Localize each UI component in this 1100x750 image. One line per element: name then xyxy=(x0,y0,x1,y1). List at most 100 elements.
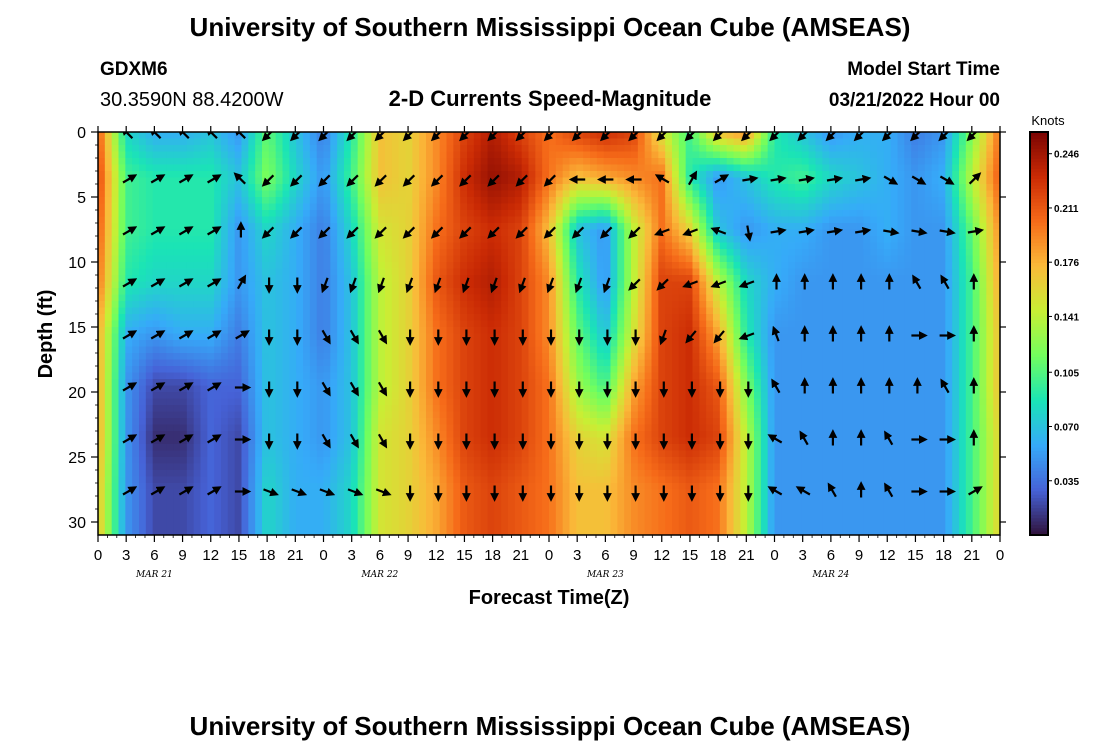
heatmap-cell xyxy=(986,197,994,205)
heatmap-cell xyxy=(801,255,810,263)
heatmap-cell xyxy=(501,249,509,257)
heatmap-cell xyxy=(453,138,461,146)
heatmap-cell xyxy=(207,255,215,263)
heatmap-cell xyxy=(330,346,338,354)
heatmap-cell xyxy=(289,294,297,302)
heatmap-cell xyxy=(795,268,803,276)
heatmap-cell xyxy=(801,223,810,231)
heatmap-cell xyxy=(979,275,987,283)
heatmap-cell xyxy=(494,184,502,192)
heatmap-cell xyxy=(200,294,208,302)
heatmap-cell xyxy=(316,184,325,192)
heatmap-cell xyxy=(945,138,953,146)
heatmap-cell xyxy=(173,301,181,309)
heatmap-cell xyxy=(104,223,113,231)
heatmap-cell xyxy=(924,249,933,257)
heatmap-cell xyxy=(221,210,229,218)
heatmap-cell xyxy=(692,197,700,205)
heatmap-cell xyxy=(904,294,912,302)
heatmap-cell xyxy=(378,262,386,270)
heatmap-cell xyxy=(193,197,202,205)
heatmap-cell xyxy=(986,229,994,237)
heatmap-cell xyxy=(672,177,680,185)
heatmap-cell xyxy=(610,229,618,237)
heatmap-cell xyxy=(125,236,133,244)
heatmap-cell xyxy=(234,255,243,263)
heatmap-cell xyxy=(795,184,803,192)
heatmap-cell xyxy=(733,242,741,250)
heatmap-cell xyxy=(166,171,174,179)
heatmap-cell xyxy=(897,333,905,341)
heatmap-cell xyxy=(945,353,953,361)
heatmap-cell xyxy=(419,275,427,283)
heatmap-cell xyxy=(364,151,372,159)
heatmap-cell xyxy=(795,223,803,231)
heatmap-cell xyxy=(426,346,434,354)
heatmap-cell xyxy=(924,340,933,348)
heatmap-cell xyxy=(221,223,229,231)
heatmap-cell xyxy=(494,151,502,159)
heatmap-cell xyxy=(665,151,673,159)
heatmap-cell xyxy=(938,249,946,257)
heatmap-cell xyxy=(829,359,837,367)
heatmap-cell xyxy=(214,294,222,302)
heatmap-cell xyxy=(453,294,461,302)
heatmap-cell xyxy=(405,138,413,146)
heatmap-cell xyxy=(651,320,659,328)
heatmap-cell xyxy=(357,307,366,315)
heatmap-cell xyxy=(979,184,987,192)
heatmap-cell xyxy=(473,346,482,354)
heatmap-cell xyxy=(596,255,605,263)
heatmap-cell xyxy=(740,151,748,159)
heatmap-cell xyxy=(617,184,625,192)
heatmap-cell xyxy=(542,301,550,309)
heatmap-cell xyxy=(255,346,263,354)
heatmap-cell xyxy=(193,223,202,231)
heatmap-cell xyxy=(268,164,277,172)
heatmap-cell xyxy=(863,301,871,309)
heatmap-cell xyxy=(692,353,700,361)
heatmap-cell xyxy=(808,242,817,250)
heatmap-cell xyxy=(829,307,837,315)
heatmap-cell xyxy=(685,190,694,198)
heatmap-cell xyxy=(788,197,796,205)
heatmap-cell xyxy=(596,366,605,374)
heatmap-cell xyxy=(316,138,325,146)
heatmap-cell xyxy=(781,158,789,166)
heatmap-cell xyxy=(583,249,591,257)
heatmap-cell xyxy=(309,210,318,218)
heatmap-cell xyxy=(166,236,174,244)
heatmap-cell xyxy=(248,197,256,205)
heatmap-cell xyxy=(562,210,571,218)
heatmap-cell xyxy=(309,262,318,270)
heatmap-cell xyxy=(262,294,270,302)
heatmap-cell xyxy=(815,340,823,348)
heatmap-cell xyxy=(883,184,892,192)
heatmap-cell xyxy=(262,216,270,224)
heatmap-cell xyxy=(296,359,304,367)
heatmap-cell xyxy=(337,346,345,354)
heatmap-cell xyxy=(186,268,195,276)
heatmap-cell xyxy=(911,236,919,244)
heatmap-cell xyxy=(678,301,687,309)
heatmap-cell xyxy=(549,203,557,211)
heatmap-cell xyxy=(965,340,974,348)
heatmap-cell xyxy=(863,359,871,367)
heatmap-cell xyxy=(248,210,256,218)
heatmap-cell xyxy=(890,223,899,231)
heatmap-cell xyxy=(952,307,960,315)
heatmap-cell xyxy=(350,197,359,205)
heatmap-cell xyxy=(268,210,277,218)
heatmap-cell xyxy=(576,307,584,315)
heatmap-cell xyxy=(801,203,810,211)
heatmap-cell xyxy=(631,275,639,283)
heatmap-cell xyxy=(439,314,448,322)
heatmap-cell xyxy=(508,171,516,179)
heatmap-cell xyxy=(972,158,981,166)
heatmap-cell xyxy=(576,171,584,179)
heatmap-cell xyxy=(583,294,591,302)
heatmap-cell xyxy=(350,184,359,192)
heatmap-cell xyxy=(104,216,113,224)
heatmap-cell xyxy=(555,242,564,250)
heatmap-cell xyxy=(562,301,571,309)
